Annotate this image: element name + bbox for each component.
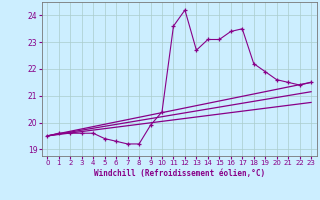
X-axis label: Windchill (Refroidissement éolien,°C): Windchill (Refroidissement éolien,°C) (94, 169, 265, 178)
